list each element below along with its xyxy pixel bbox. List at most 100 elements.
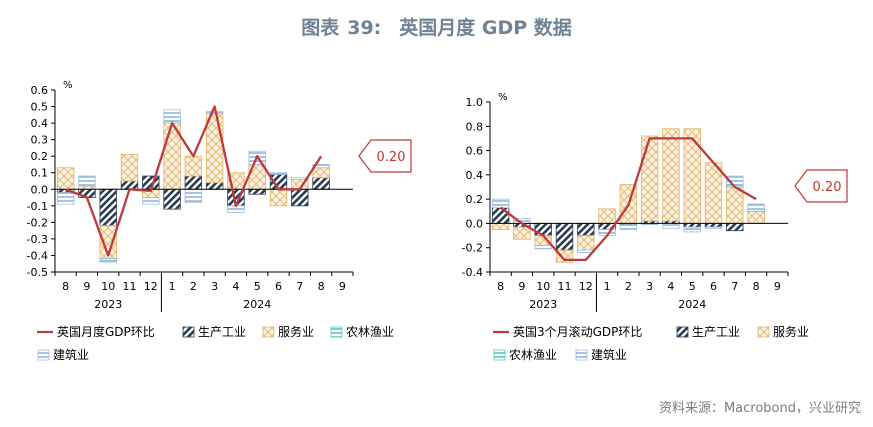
bar-construction (56, 192, 75, 205)
bar-industry (163, 188, 181, 210)
x-tick-label: 9 (83, 280, 90, 293)
year-label: 2023 (94, 298, 122, 311)
year-label: 2023 (529, 298, 557, 311)
value-callout (358, 139, 412, 173)
value-callout-label: 0.20 (813, 180, 842, 195)
chart-panel-2: %1.00.80.60.40.20.0-0.2-0.48 9 10 11 12 1 2 3 4 5… (462, 92, 848, 312)
legend-label: 建筑业 (53, 347, 89, 362)
y-tick-label: -0.3 (27, 233, 48, 246)
bar-industry (704, 223, 723, 228)
bar-services (577, 235, 595, 251)
x-tick-label: 9 (518, 280, 525, 293)
legend-label: 服务业 (278, 324, 314, 339)
x-tick-label: 4 (232, 280, 239, 293)
bar-industry (120, 180, 139, 190)
bar-services (704, 162, 723, 224)
y-tick-label: 0.4 (31, 117, 49, 130)
y-tick-label: 0.3 (31, 134, 49, 147)
bar-construction (491, 198, 510, 209)
bar-services (120, 154, 139, 182)
bar-industry (291, 188, 309, 207)
bar-industry (99, 188, 117, 227)
bar-services (726, 186, 744, 224)
legend-swatch-services (262, 326, 275, 338)
value-callout-label: 0.20 (377, 150, 406, 165)
x-tick-label: 5 (689, 280, 696, 293)
bar-construction (312, 164, 330, 169)
legend-swatch-agriculture (493, 349, 506, 361)
bar-construction (726, 175, 744, 185)
x-tick-label: 7 (296, 280, 303, 293)
y-tick-label: 0.4 (466, 169, 484, 182)
bar-construction (747, 203, 765, 210)
source-note: 资料来源：Macrobond，兴业研究 (658, 401, 861, 416)
x-tick-label: 8 (753, 280, 760, 293)
figure-title: 图表 39: 英国月度 GDP 数据 (0, 13, 873, 40)
bar-construction (704, 226, 723, 229)
y-tick-label: -0.2 (462, 242, 483, 255)
x-tick-label: 7 (731, 280, 738, 293)
x-tick-label: 5 (254, 280, 261, 293)
y-tick-label: 0.0 (466, 217, 484, 230)
x-tick-label: 4 (667, 280, 674, 293)
x-tick-label: 3 (646, 280, 653, 293)
legend-label: 生产工业 (692, 325, 740, 339)
x-tick-label: 2 (190, 280, 197, 293)
y-tick-label: 0.2 (466, 193, 484, 206)
x-tick-label: 9 (339, 280, 346, 293)
bar-services (269, 188, 288, 207)
bar-services (662, 128, 680, 222)
gdp-line (499, 137, 757, 262)
bar-construction (163, 109, 181, 122)
year-label: 2024 (678, 298, 706, 311)
legend-swatch-industry (676, 326, 689, 338)
bar-industry (205, 182, 224, 190)
bar-industry (491, 207, 510, 224)
x-tick-label: 6 (710, 280, 717, 293)
bar-construction (142, 197, 160, 205)
x-tick-label: 12 (579, 280, 593, 293)
x-tick-label: 3 (211, 280, 218, 293)
legend-swatch-construction (37, 349, 50, 361)
year-label: 2024 (243, 298, 271, 311)
bar-services (747, 210, 765, 224)
bar-services (683, 128, 701, 224)
bar-industry (248, 188, 266, 195)
x-tick-label: 10 (536, 280, 550, 293)
bar-industry (534, 223, 552, 236)
x-tick-label: 8 (497, 280, 504, 293)
x-tick-label: 11 (123, 280, 137, 293)
bar-services (513, 226, 531, 240)
y-tick-label: 0.5 (31, 101, 49, 114)
legend-label: 英国月度GDP环比 (57, 324, 155, 339)
y-tick-label: 0.6 (466, 145, 484, 158)
x-tick-label: 1 (169, 280, 176, 293)
gdp-line (65, 105, 323, 257)
bar-construction (534, 244, 552, 250)
bar-industry (184, 175, 203, 190)
bar-construction (184, 188, 203, 203)
bar-construction (78, 175, 96, 187)
bar-services (598, 208, 616, 224)
bar-services (491, 223, 510, 230)
chart-panel-1: % 0.6 0.5 0.4 0.3 0.2 0.1 0.0 -0.1 -0.2 -0.3 -0.4 -0… (27, 80, 412, 312)
bar-services (312, 167, 330, 179)
bar-services (56, 167, 75, 190)
bar-industry (312, 177, 330, 190)
legend-swatch-construction (575, 349, 588, 361)
y-unit-label: % (498, 92, 508, 103)
x-tick-label: 11 (558, 280, 572, 293)
bar-industry (683, 223, 701, 228)
bar-construction (269, 172, 288, 175)
y-tick-label: 0.8 (466, 120, 484, 133)
bar-services (184, 155, 203, 177)
bar-industry (555, 223, 574, 251)
x-tick-label: 9 (774, 280, 781, 293)
x-tick-label: 1 (604, 280, 611, 293)
y-tick-label: -0.5 (27, 266, 48, 279)
figure-title-text: 英国月度 GDP 数据 (399, 17, 572, 39)
x-tick-label: 6 (275, 280, 282, 293)
bar-services (640, 135, 659, 222)
legend-label: 农林渔业 (346, 325, 394, 339)
